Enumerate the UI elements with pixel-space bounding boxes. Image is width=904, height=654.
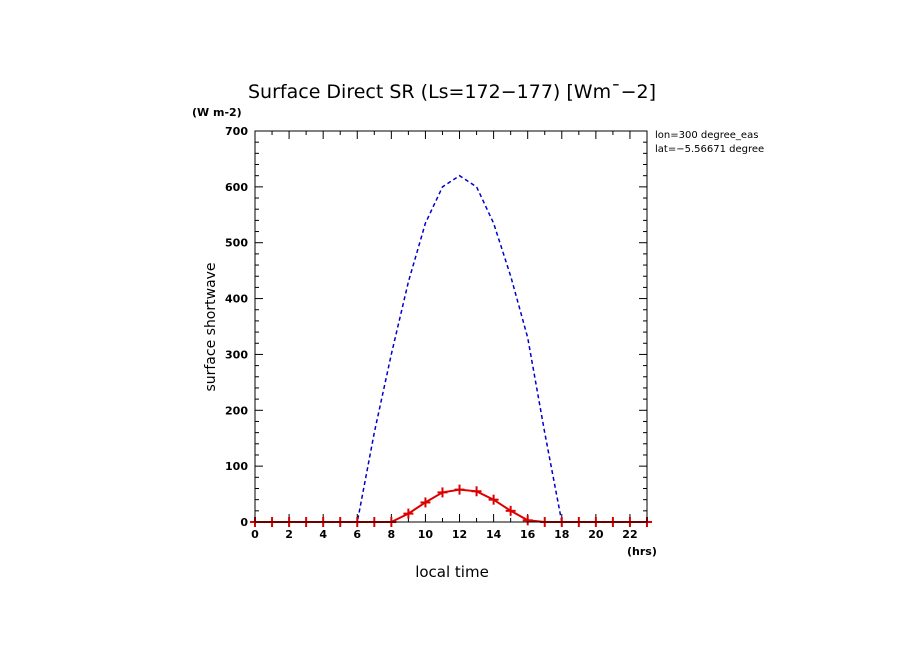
y-tick-label: 200 [225, 404, 248, 417]
x-tick-label: 18 [554, 528, 569, 541]
y-tick-label: 500 [225, 237, 248, 250]
y-tick-label: 600 [225, 181, 248, 194]
data-point-solid [403, 508, 414, 519]
x-tick-label: 20 [588, 528, 604, 541]
x-tick-label: 4 [319, 528, 327, 541]
x-tick-label: 6 [353, 528, 361, 541]
tick-labels: 0 2 4 6 8 10 12 14 16 18 20 22 0 100 200 300 400 500 600 70… [225, 125, 638, 541]
y-tick-label: 400 [225, 293, 248, 306]
series-line-dashed [255, 174, 647, 523]
y-tick-label: 100 [225, 460, 248, 473]
x-tick-label: 14 [486, 528, 502, 541]
data-point-solid [471, 486, 482, 497]
y-axis-label: surface shortwave [203, 262, 219, 391]
x-tick-label: 0 [251, 528, 259, 541]
y-unit-label: (W m-2) [192, 106, 242, 119]
data-point-solid [505, 505, 516, 516]
axis-ticks [254, 130, 648, 523]
x-tick-label: 16 [520, 528, 536, 541]
series-line-solid [255, 488, 647, 523]
data-point-solid [437, 487, 448, 498]
annotation-lon: lon=300 degree_eas [655, 130, 758, 141]
x-unit-label: (hrs) [627, 545, 657, 558]
plot-frame [254, 130, 648, 523]
x-tick-label: 22 [622, 528, 637, 541]
series-layer [250, 174, 652, 527]
x-tick-label: 2 [285, 528, 293, 541]
x-tick-label: 12 [452, 528, 467, 541]
y-tick-label: 0 [240, 516, 248, 529]
x-tick-label: 8 [388, 528, 396, 541]
data-point-solid [454, 484, 465, 495]
y-tick-label: 300 [225, 348, 248, 361]
y-tick-label: 700 [225, 125, 248, 138]
x-axis-label: local time [415, 563, 489, 581]
data-point-solid [522, 515, 533, 526]
chart-title: Surface Direct SR (Ls=172−177) [Wm¯−2] [248, 81, 656, 103]
data-point-solid [488, 494, 499, 505]
annotation-lat: lat=−5.56671 degree [655, 144, 764, 155]
x-tick-label: 10 [418, 528, 434, 541]
data-point-solid [420, 497, 431, 508]
